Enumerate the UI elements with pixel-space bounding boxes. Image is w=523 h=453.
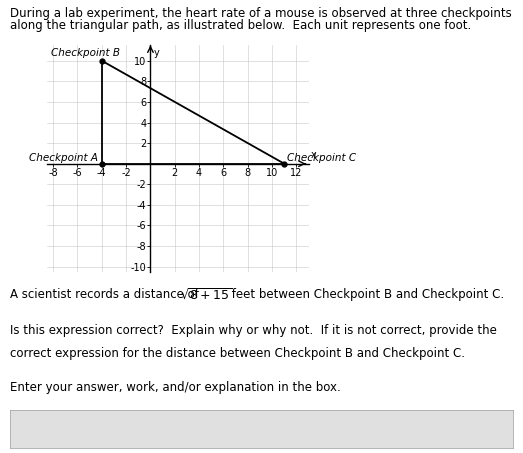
Text: Checkpoint B: Checkpoint B [51,48,120,58]
Text: y: y [154,48,160,58]
Text: Checkpoint A: Checkpoint A [29,153,98,163]
Text: x: x [311,149,317,159]
Text: $\sqrt{8+15}$: $\sqrt{8+15}$ [180,288,233,303]
Text: correct expression for the distance between Checkpoint B and Checkpoint C.: correct expression for the distance betw… [10,347,465,360]
Text: Checkpoint C: Checkpoint C [287,153,356,163]
Text: A scientist records a distance of: A scientist records a distance of [10,288,203,301]
Text: During a lab experiment, the heart rate of a mouse is observed at three checkpoi: During a lab experiment, the heart rate … [10,7,512,20]
Text: along the triangular path, as illustrated below.  Each unit represents one foot.: along the triangular path, as illustrate… [10,19,472,32]
Text: Enter your answer, work, and/or explanation in the box.: Enter your answer, work, and/or explanat… [10,381,341,394]
Text: Is this expression correct?  Explain why or why not.  If it is not correct, prov: Is this expression correct? Explain why … [10,324,497,337]
Text: feet between Checkpoint B and Checkpoint C.: feet between Checkpoint B and Checkpoint… [228,288,504,301]
